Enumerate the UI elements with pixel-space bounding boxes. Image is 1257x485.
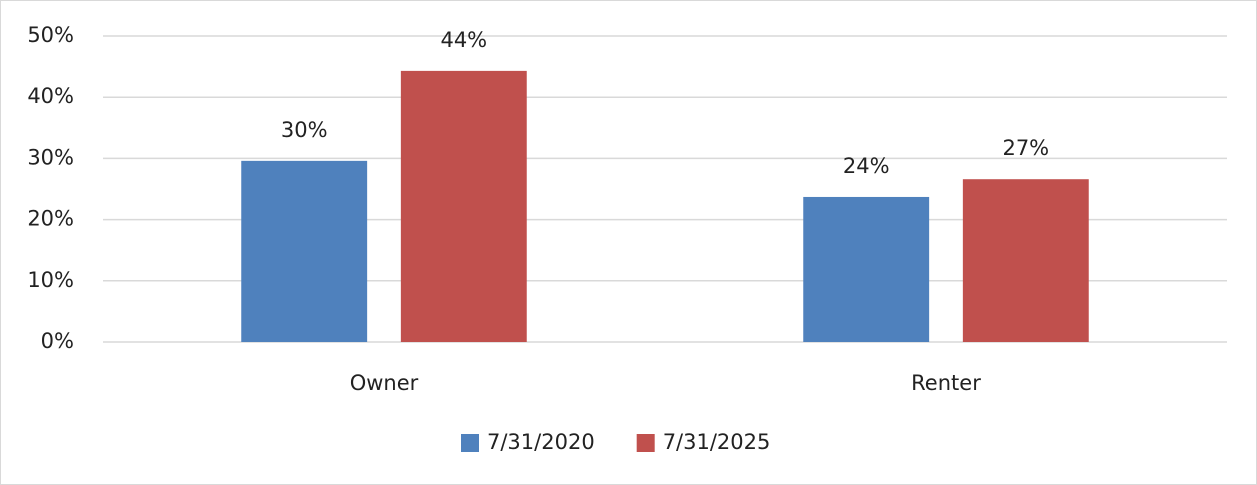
- y-tick-label: 40%: [27, 84, 74, 108]
- legend-label: 7/31/2025: [663, 430, 771, 454]
- y-tick-label: 30%: [27, 145, 74, 169]
- y-tick-label: 0%: [41, 329, 74, 353]
- y-tick-label: 10%: [27, 268, 74, 292]
- data-label: 44%: [440, 28, 487, 52]
- y-tick-label: 50%: [27, 23, 74, 47]
- x-tick-label: Owner: [350, 371, 419, 395]
- bar: [400, 70, 527, 342]
- bar: [241, 160, 368, 342]
- data-label: 30%: [281, 118, 328, 142]
- x-tick-label: Renter: [911, 371, 981, 395]
- y-tick-label: 20%: [27, 207, 74, 231]
- bar: [962, 179, 1089, 342]
- bar: [803, 196, 930, 342]
- legend-label: 7/31/2020: [487, 430, 595, 454]
- data-label: 27%: [1002, 136, 1049, 160]
- legend-swatch: [636, 434, 655, 452]
- data-label: 24%: [843, 154, 890, 178]
- legend-swatch: [461, 434, 479, 452]
